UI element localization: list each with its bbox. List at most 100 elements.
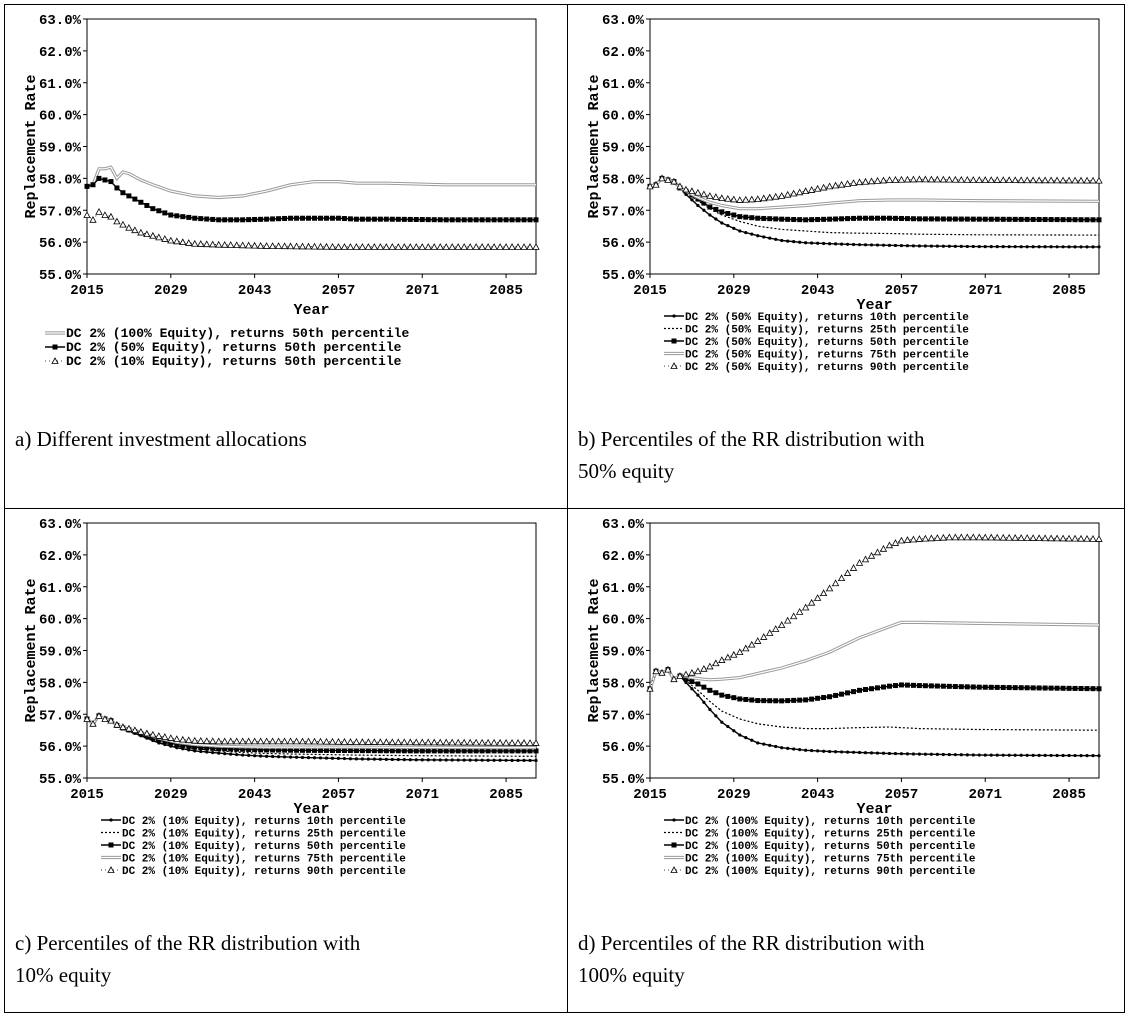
point-marker (928, 216, 934, 222)
point-marker (365, 748, 371, 754)
y-tick-label: 55.0% (602, 268, 645, 284)
point-marker (730, 195, 738, 203)
point-marker (965, 753, 969, 757)
point-marker (167, 236, 175, 244)
point-marker (964, 216, 970, 222)
point-marker (953, 244, 957, 248)
point-marker (724, 653, 732, 661)
point-marker (270, 216, 276, 222)
point-marker (322, 242, 331, 250)
point-marker (347, 748, 353, 754)
point-marker (946, 216, 952, 222)
point-marker (786, 239, 790, 243)
point-marker (676, 672, 684, 679)
point-marker (738, 733, 742, 737)
y-tick-label: 60.0% (602, 109, 645, 125)
point-marker (318, 756, 323, 760)
point-marker (1037, 753, 1041, 757)
point-marker (156, 208, 162, 214)
point-marker (502, 738, 510, 746)
point-marker (760, 633, 768, 640)
point-marker (120, 190, 126, 196)
point-marker (384, 757, 388, 761)
point-marker (89, 719, 97, 727)
point-marker (737, 696, 743, 702)
x-tick-label: 2071 (968, 787, 1002, 803)
point-marker (240, 746, 246, 752)
point-marker (358, 738, 367, 745)
point-marker (1023, 176, 1031, 184)
point-marker (688, 187, 696, 195)
point-marker (977, 753, 981, 757)
point-marker (994, 216, 1000, 222)
point-marker (909, 535, 918, 543)
point-marker (744, 736, 748, 740)
point-marker (221, 240, 229, 248)
point-marker (382, 738, 391, 746)
point-marker (467, 748, 473, 754)
series-line (649, 668, 1100, 757)
legend-label: DC 2% (50% Equity), returns 25th percent… (685, 325, 969, 337)
point-marker (431, 217, 437, 223)
point-marker (252, 747, 258, 753)
point-marker (927, 175, 936, 183)
point-marker (521, 748, 527, 754)
x-tick-label: 2085 (1052, 283, 1086, 299)
point-marker (1013, 245, 1017, 249)
point-marker (137, 727, 145, 735)
point-marker (791, 216, 797, 222)
point-marker (916, 683, 922, 689)
y-tick-label: 60.0% (39, 109, 82, 125)
series-2 (83, 208, 540, 250)
y-axis-label: Replacement Rate (586, 578, 603, 722)
point-marker (484, 738, 492, 746)
point-marker (466, 243, 474, 250)
point-marker (738, 229, 742, 233)
point-marker (801, 603, 810, 611)
point-marker (149, 730, 157, 738)
point-marker (395, 216, 401, 222)
y-tick-label: 59.0% (602, 141, 645, 157)
point-marker (376, 243, 385, 250)
point-marker (448, 243, 456, 250)
point-marker (191, 239, 199, 247)
point-marker (743, 214, 749, 220)
point-marker (828, 242, 832, 246)
point-marker (825, 584, 834, 592)
point-marker (742, 195, 750, 203)
point-marker (1011, 533, 1019, 541)
point-marker (671, 338, 677, 344)
point-marker (881, 751, 886, 755)
point-marker (1041, 176, 1049, 184)
point-marker (424, 738, 432, 746)
point-marker (983, 753, 987, 757)
point-marker (839, 216, 845, 222)
x-axis-label: Year (856, 297, 892, 314)
point-marker (1025, 245, 1029, 249)
point-marker (843, 569, 852, 576)
point-marker (682, 670, 690, 678)
point-marker (1023, 534, 1031, 541)
point-marker (658, 668, 666, 676)
point-marker (259, 754, 263, 758)
point-marker (526, 739, 534, 746)
point-marker (479, 748, 485, 754)
point-marker (1097, 754, 1101, 758)
point-marker (256, 737, 265, 745)
point-marker (1096, 217, 1102, 223)
point-marker (280, 242, 289, 250)
point-marker (192, 744, 198, 750)
point-marker (210, 216, 216, 222)
point-marker (803, 217, 809, 223)
legend-label: DC 2% (10% Equity), returns 50th percent… (66, 354, 402, 369)
y-tick-label: 58.0% (39, 676, 82, 692)
point-marker (352, 738, 361, 745)
point-marker (1067, 753, 1071, 758)
legend-entry (664, 842, 684, 848)
point-marker (400, 243, 408, 250)
point-marker (809, 696, 815, 702)
point-marker (863, 687, 869, 693)
point-marker (1060, 217, 1066, 223)
point-marker (958, 684, 964, 690)
point-marker (801, 187, 810, 195)
